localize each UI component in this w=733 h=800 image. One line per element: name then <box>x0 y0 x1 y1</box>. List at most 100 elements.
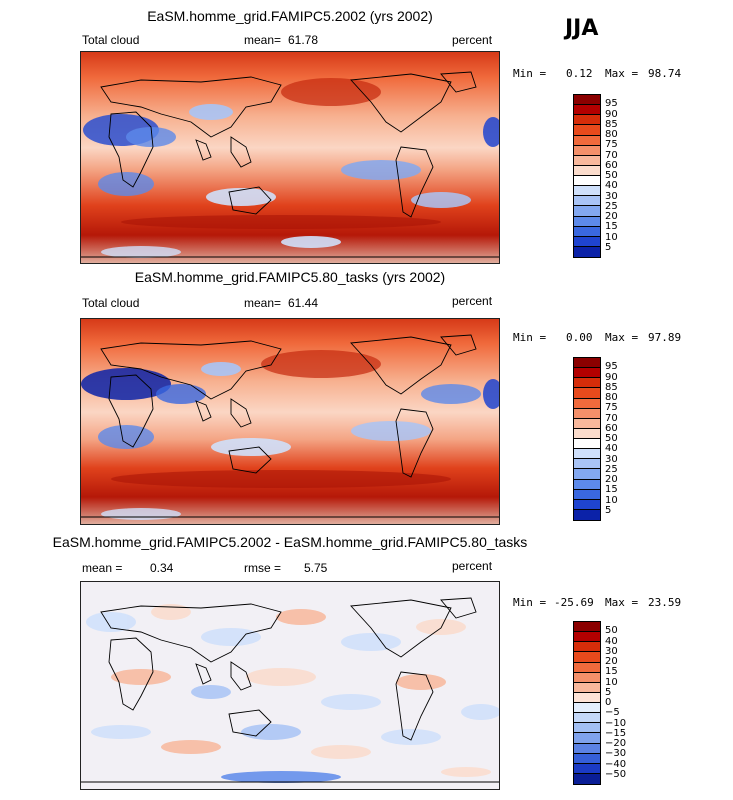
colorbar-cell <box>574 642 600 653</box>
colorbar-cell <box>574 489 600 500</box>
colorbar-cell <box>574 165 600 176</box>
colorbar-tick-label: 15 <box>605 666 618 678</box>
panel-1-max-value: 98.74 <box>648 67 682 80</box>
panel-1-units: percent <box>452 33 493 47</box>
colorbar-tick-label: 25 <box>605 463 618 475</box>
colorbar-cell <box>574 358 600 369</box>
colorbar-tick-label: 40 <box>605 635 618 647</box>
colorbar-tick-label: −20 <box>605 738 627 749</box>
panel-3-map <box>80 581 500 790</box>
panel-1-mean-label: mean= <box>244 33 282 47</box>
colorbar-cell <box>574 408 600 419</box>
colorbar-tick-label: 0 <box>605 697 612 708</box>
colorbar-tick-label: 10 <box>605 676 618 688</box>
colorbar-tick-label: 25 <box>605 200 618 212</box>
colorbar-cell <box>574 499 600 510</box>
colorbar-tick-label: 10 <box>605 494 618 506</box>
panel-2-max-value: 97.89 <box>648 331 682 344</box>
colorbar-tick-label: 95 <box>605 98 618 110</box>
colorbar-tick-label: 20 <box>605 656 618 667</box>
eurasia-outline <box>100 76 282 138</box>
colorbar-tick-label: 60 <box>605 159 618 171</box>
season-label: JJA <box>565 16 599 41</box>
colorbar-tick-label: 40 <box>605 443 618 455</box>
panel-3-max-label: Max = <box>605 596 639 609</box>
panel-2-units: percent <box>452 294 493 308</box>
colorbar-tick-label: 50 <box>605 625 618 637</box>
colorbar-tick-label: 10 <box>605 231 618 243</box>
colorbar-tick-label: 90 <box>605 108 618 120</box>
colorbar-tick-label: 85 <box>605 381 618 393</box>
colorbar-cell <box>574 368 600 379</box>
panel-1-variable-label: Total cloud <box>82 33 140 47</box>
colorbar-cell <box>574 682 600 693</box>
south-america-outline <box>395 146 434 218</box>
colorbar-cell <box>574 186 600 197</box>
colorbar-cell <box>574 125 600 136</box>
colorbar-tick-label: 95 <box>605 361 618 373</box>
colorbar-cell <box>574 773 600 784</box>
panel-2-min-label: Min = <box>513 331 547 344</box>
colorbar-cell <box>574 469 600 480</box>
north-america-outline <box>350 73 452 133</box>
colorbar-cell <box>574 135 600 146</box>
colorbar-cell <box>574 398 600 409</box>
colorbar-cell <box>574 672 600 683</box>
colorbar-cell <box>574 723 600 734</box>
colorbar-cell <box>574 632 600 643</box>
colorbar-tick-label: −15 <box>605 727 627 739</box>
panel-3-colorbar <box>573 621 601 785</box>
panel-3-title: EaSM.homme_grid.FAMIPC5.2002 - EaSM.homm… <box>52 534 528 550</box>
colorbar-tick-label: 90 <box>605 371 618 383</box>
panel-3-rmse-label: rmse = <box>244 561 282 575</box>
colorbar-cell <box>574 449 600 460</box>
colorbar-tick-label: 30 <box>605 453 618 465</box>
panel-3-min-value: -25.69 <box>554 596 594 609</box>
panel-3-mean-label: mean = <box>82 561 123 575</box>
colorbar-tick-label: 30 <box>605 190 618 202</box>
colorbar-cell <box>574 692 600 703</box>
colorbar-cell <box>574 176 600 187</box>
colorbar-cell <box>574 378 600 389</box>
colorbar-cell <box>574 509 600 520</box>
panel-2-map <box>80 318 500 525</box>
colorbar-tick-label: 20 <box>605 474 618 485</box>
colorbar-cell <box>574 439 600 450</box>
colorbar-tick-label: −30 <box>605 748 627 760</box>
panel-1-mean-value: 61.78 <box>288 33 319 47</box>
colorbar-cell <box>574 662 600 673</box>
colorbar-cell <box>574 216 600 227</box>
panel-3-units: percent <box>452 559 493 573</box>
panel-2-title: EaSM.homme_grid.FAMIPC5.80_tasks (yrs 20… <box>134 269 446 285</box>
panel-1-map <box>80 51 500 264</box>
colorbar-cell <box>574 763 600 774</box>
colorbar-cell <box>574 418 600 429</box>
colorbar-tick-label: 85 <box>605 118 618 130</box>
colorbar-cell <box>574 196 600 207</box>
panel-3-mean-value: 0.34 <box>150 561 174 575</box>
colorbar-cell <box>574 145 600 156</box>
panel-1-max-label: Max = <box>605 67 639 80</box>
colorbar-tick-label: 80 <box>605 392 618 403</box>
colorbar-cell <box>574 388 600 399</box>
colorbar-tick-label: 50 <box>605 170 618 181</box>
colorbar-tick-label: 70 <box>605 412 618 424</box>
panel-1-title: EaSM.homme_grid.FAMIPC5.2002 (yrs 2002) <box>147 8 433 24</box>
colorbar-cell <box>574 226 600 237</box>
panel-2-min-value: 0.00 <box>566 331 593 344</box>
panel-3-rmse-value: 5.75 <box>304 561 328 575</box>
panel-1-min-value: 0.12 <box>566 67 593 80</box>
colorbar-tick-label: −5 <box>605 707 620 719</box>
colorbar-cell <box>574 622 600 633</box>
colorbar-cell <box>574 703 600 714</box>
colorbar-cell <box>574 713 600 724</box>
colorbar-tick-label: 80 <box>605 129 618 140</box>
colorbar-tick-label: −10 <box>605 717 627 729</box>
australia-outline <box>228 186 272 215</box>
colorbar-cell <box>574 206 600 217</box>
colorbar-tick-label: 15 <box>605 484 618 496</box>
colorbar-cell <box>574 428 600 439</box>
panel-3-max-value: 23.59 <box>648 596 682 609</box>
panel-2-colorbar <box>573 357 601 521</box>
colorbar-tick-label: 5 <box>605 241 612 253</box>
